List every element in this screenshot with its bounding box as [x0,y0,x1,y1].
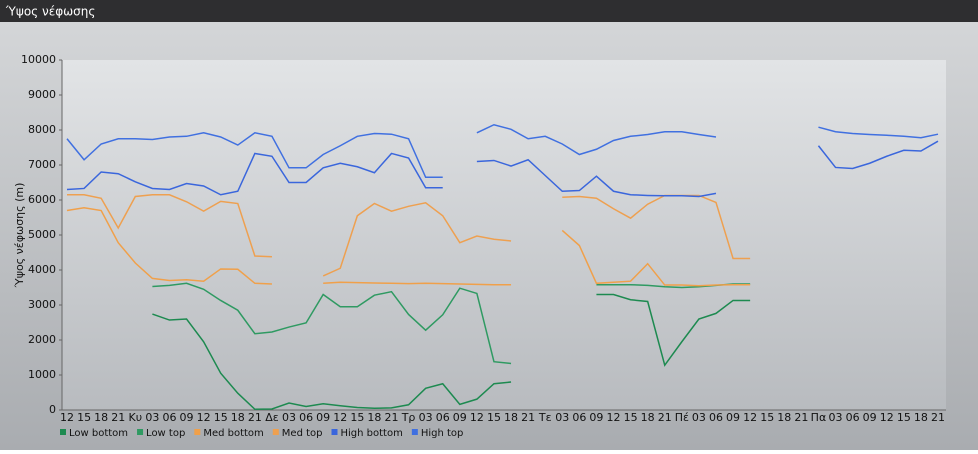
line [152,313,512,411]
x-tick-label: 18 [641,411,655,424]
x-tick-label: 12 [333,411,347,424]
line [817,140,939,170]
x-tick-label: 03 [145,411,159,424]
legend-swatch [331,429,338,435]
x-tick-label: 15 [624,411,638,424]
x-tick-label: 09 [863,411,877,424]
line [476,123,717,156]
y-tick-label: 9000 [28,88,56,101]
y-tick-label: 0 [49,403,56,416]
x-tick-label: 06 [709,411,723,424]
legend-label: High bottom [341,428,403,439]
x-tick-label: 21 [794,411,808,424]
y-tick-label: 2000 [28,333,56,346]
x-tick-label: Πέ [675,411,689,424]
x-tick-label: 06 [846,411,860,424]
x-tick-label: 12 [743,411,757,424]
legend-label: Low bottom [69,428,128,439]
legend-swatch [194,429,201,435]
line [66,152,443,196]
legend-label: Med bottom [203,428,263,439]
x-tick-label: 09 [726,411,740,424]
x-tick-label: 03 [282,411,296,424]
y-tick-label: 3000 [28,298,56,311]
x-tick-label: Τε [538,411,552,424]
x-tick-label: 21 [384,411,398,424]
x-tick-label: 06 [162,411,176,424]
line [596,293,751,367]
x-tick-label: 03 [555,411,569,424]
window-title: Ύψος νέφωσης [5,5,95,19]
x-tick-label: 21 [658,411,672,424]
x-tick-label: 03 [419,411,433,424]
x-tick-label: Κυ [129,411,143,424]
x-tick-label: 18 [504,411,518,424]
x-tick-label: 09 [589,411,603,424]
line [561,229,751,287]
x-tick-label: 18 [914,411,928,424]
line [562,194,751,260]
line [322,201,512,277]
line [66,206,272,285]
x-tick-label: 06 [572,411,586,424]
y-tick-label: 7000 [28,158,56,171]
x-tick-label: 21 [248,411,262,424]
y-tick-label: 1000 [28,368,56,381]
x-tick-label: 18 [231,411,245,424]
x-tick-label: 15 [487,411,501,424]
y-tick-label: 4000 [28,263,56,276]
x-tick-label: 12 [880,411,894,424]
y-axis-title: Ύψος νέφωσης (m) [13,183,26,289]
title-bar [0,0,978,22]
x-tick-label: 06 [299,411,313,424]
x-tick-label: Πα [811,411,827,424]
line [476,158,717,198]
plot-area [62,60,946,410]
x-tick-label: 18 [777,411,791,424]
legend-label: Med top [282,428,323,439]
x-tick-label: 12 [470,411,484,424]
legend-label: Low top [146,428,185,439]
x-tick-label: 09 [453,411,467,424]
x-tick-label: 18 [94,411,108,424]
y-tick-label: 5000 [28,228,56,241]
x-tick-label: 21 [931,411,945,424]
x-tick-label: 21 [521,411,535,424]
x-tick-label: 12 [60,411,74,424]
legend-swatch [272,429,279,435]
line [152,282,512,365]
x-tick-label: 15 [77,411,91,424]
x-tick-label: Δε [265,411,279,424]
line [66,131,443,178]
y-tick-label: 8000 [28,123,56,136]
y-tick-label: 6000 [28,193,56,206]
x-tick-label: 09 [180,411,194,424]
y-tick-label: 10000 [21,53,56,66]
x-tick-label: Τρ [401,411,416,424]
x-tick-label: 03 [692,411,706,424]
x-tick-label: 03 [829,411,843,424]
x-tick-label: 21 [111,411,125,424]
legend-swatch [411,429,418,435]
x-tick-label: 15 [214,411,228,424]
x-tick-label: 15 [897,411,911,424]
x-tick-label: 18 [367,411,381,424]
x-tick-label: 09 [316,411,330,424]
legend-label: High top [421,428,464,439]
x-tick-label: 15 [350,411,364,424]
legend-swatch [60,429,66,435]
x-tick-label: 12 [607,411,621,424]
line [818,126,939,139]
line [323,281,512,286]
x-tick-label: 12 [197,411,211,424]
line [67,194,272,258]
legend-swatch [137,429,144,435]
x-tick-label: 06 [436,411,450,424]
x-tick-label: 15 [760,411,774,424]
